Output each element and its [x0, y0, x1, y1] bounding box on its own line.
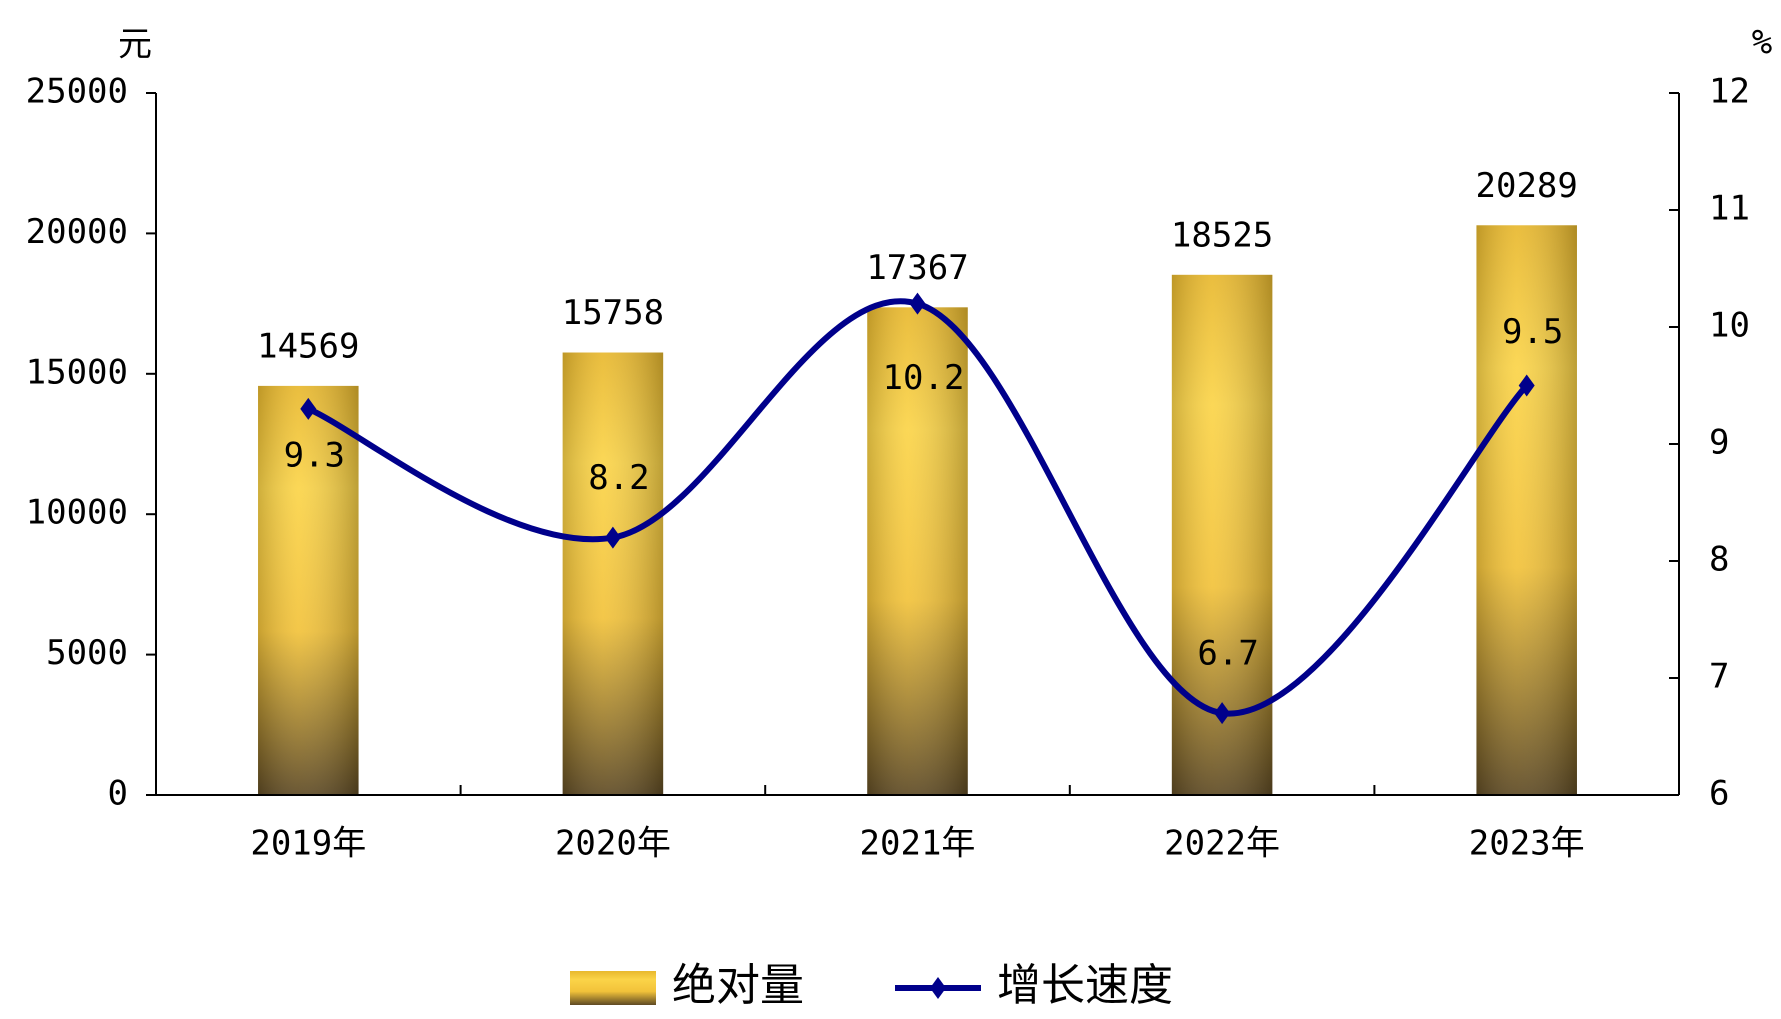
- y-tick-label: 5000: [46, 633, 128, 673]
- legend-swatch: [570, 971, 656, 1005]
- y-tick-label: 25000: [26, 72, 128, 112]
- bar-value-label: 20289: [1476, 166, 1578, 206]
- line-marker: [300, 397, 317, 420]
- bar-shade: [258, 385, 359, 795]
- y-tick-label: 20000: [26, 212, 128, 252]
- bar-value-label: 14569: [257, 326, 359, 366]
- bar-value-label: 17367: [866, 248, 968, 288]
- line-marker: [1518, 374, 1535, 397]
- y-tick-label: 15000: [26, 352, 128, 392]
- y2-axis-unit: %: [1752, 23, 1772, 63]
- x-tick-label: 2019年: [250, 824, 366, 864]
- y2-tick-label: 8: [1709, 540, 1729, 580]
- line-marker: [1214, 702, 1231, 725]
- y-tick-label: 0: [108, 774, 128, 814]
- line-value-label: 9.3: [284, 435, 345, 475]
- x-tick-label: 2020年: [555, 824, 671, 864]
- y-axis-unit: 元: [118, 25, 152, 65]
- line: [307, 298, 1529, 717]
- y2-tick-label: 12: [1709, 72, 1750, 112]
- y2-tick-label: 9: [1709, 423, 1729, 463]
- x-tick-label: 2021年: [860, 824, 976, 864]
- x-tick-label: 2022年: [1164, 824, 1280, 864]
- line-value-label: 6.7: [1197, 634, 1258, 674]
- bar-shade: [562, 352, 664, 795]
- y-tick-label: 10000: [26, 493, 128, 533]
- legend-label: 增长速度: [997, 960, 1173, 1011]
- bar-value-label: 18525: [1171, 215, 1273, 255]
- bar-shade: [1476, 225, 1577, 795]
- line-value-label: 9.5: [1502, 312, 1563, 352]
- line-marker: [604, 526, 621, 549]
- y2-tick-label: 6: [1709, 774, 1729, 814]
- line-value-label: 10.2: [883, 358, 965, 398]
- line-marker: [909, 292, 926, 315]
- bar-shade: [867, 307, 968, 795]
- legend-label: 绝对量: [672, 960, 804, 1011]
- legend-marker: [930, 977, 946, 999]
- bar-value-label: 15758: [562, 293, 664, 333]
- x-tick-label: 2023年: [1469, 824, 1585, 864]
- y2-tick-label: 10: [1709, 306, 1750, 346]
- y2-tick-label: 11: [1709, 189, 1750, 229]
- y2-tick-label: 7: [1709, 657, 1729, 697]
- line-value-label: 8.2: [588, 458, 649, 498]
